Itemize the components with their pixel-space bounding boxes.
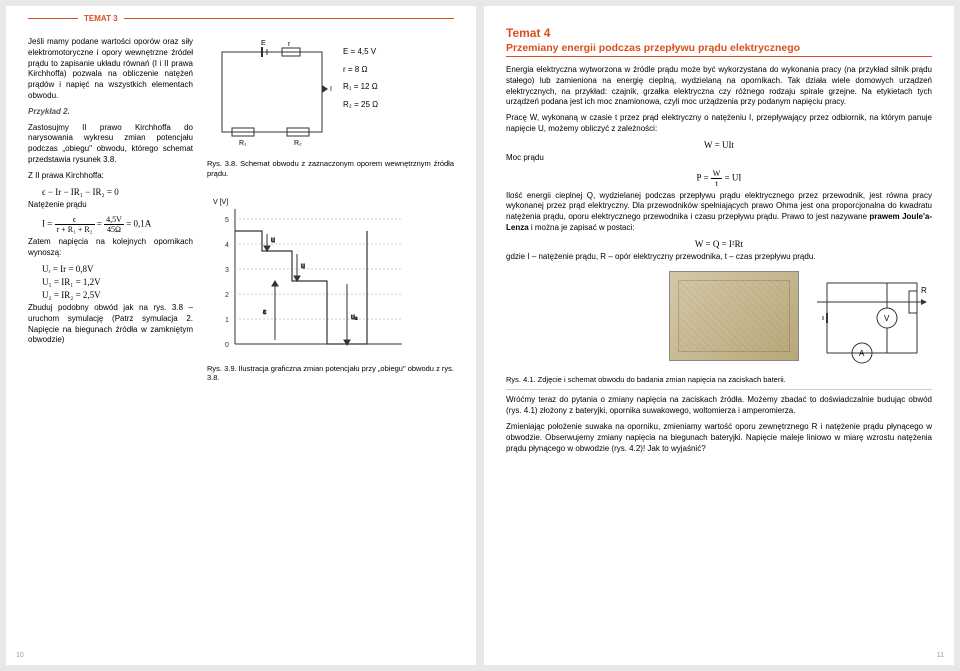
paragraph: Energia elektryczna wytworzona w źródle …: [506, 65, 932, 108]
example-label: Przykład 2.: [28, 107, 193, 118]
potential-chart-icon: V [V] 0 1 2 3 4 5: [207, 194, 407, 359]
figure-caption: Rys. 3.9. Ilustracja graficzna zmian pot…: [207, 364, 454, 384]
paragraph: Ilość energii cieplnej Q, wydzielanej po…: [506, 191, 932, 234]
equation: Uᵣ = Ir = 0,8V: [42, 264, 193, 274]
text-line: Moc prądu: [506, 153, 932, 164]
ytick: 5: [225, 217, 229, 224]
paragraph: gdzie I – natężenie prądu, R – opór elek…: [506, 252, 932, 263]
paragraph: Zbuduj podobny obwód jak na rys. 3.8 – u…: [28, 303, 193, 346]
text-column-left: Jeśli mamy podane wartości oporów oraz s…: [28, 37, 193, 388]
ytick: 4: [225, 242, 229, 249]
divider: [506, 389, 932, 390]
figure-3-8: E r R₁ R₂ I E = 4,5 V r = 8 Ω: [207, 37, 454, 156]
paragraph: Zmieniając położenie suwaka na oporniku,…: [506, 422, 932, 454]
equation: W = UIt: [506, 140, 932, 150]
text-line: Natężenie prądu: [28, 200, 193, 211]
right-page: Temat 4 Przemiany energii podczas przepł…: [484, 6, 954, 665]
value-r: r = 8 Ω: [343, 61, 378, 79]
paragraph: Wróćmy teraz do pytania o zmiany napięci…: [506, 395, 932, 417]
ytick: 2: [225, 292, 229, 299]
page-number: 11: [937, 652, 944, 659]
label-E: E: [261, 40, 266, 47]
equation: W = Q = I²Rt: [506, 239, 932, 249]
equation: U₂ = IR₂ = 2,5V: [42, 290, 193, 300]
label-r: r: [288, 41, 291, 48]
schematic-icon: R V A: [817, 271, 932, 371]
circuit-diagram-icon: E r R₁ R₂ I: [207, 37, 337, 152]
paragraph: Pracę W, wykonaną w czasie t przez prąd …: [506, 113, 932, 135]
circuit-values: E = 4,5 V r = 8 Ω R₁ = 12 Ω R₂ = 25 Ω: [343, 43, 378, 113]
seg-label: u: [271, 237, 275, 244]
value-R2: R₂ = 25 Ω: [343, 96, 378, 114]
text-line: Zatem napięcia na kolejnych opornikach w…: [28, 237, 193, 259]
label-R: R: [921, 286, 927, 295]
left-page: TEMAT 3 Jeśli mamy podane wartości oporó…: [6, 6, 476, 665]
axis-label-y: V [V]: [213, 199, 228, 206]
ytick: 0: [225, 342, 229, 349]
figure-column: E r R₁ R₂ I E = 4,5 V r = 8 Ω: [207, 37, 454, 388]
label-R2: R₂: [294, 140, 302, 147]
two-column-layout: Jeśli mamy podane wartości oporów oraz s…: [28, 37, 454, 388]
page-number: 10: [16, 652, 24, 659]
label-I: I: [330, 86, 332, 93]
header-tag: TEMAT 3: [78, 14, 124, 23]
photo-placeholder: [669, 271, 799, 361]
figure-caption: Rys. 4.1. Zdjęcie i schemat obwodu do ba…: [506, 375, 932, 385]
figure-4-1: R V A: [506, 271, 932, 371]
text-span: i można je zapisać w postaci:: [529, 223, 635, 232]
equation-fraction: I = ϵr + R₁ + R₂ = 4,5V45Ω = 0,1A: [42, 215, 193, 234]
label-A: A: [859, 349, 865, 358]
seg-label: u: [301, 263, 305, 270]
label-R1: R₁: [239, 140, 247, 147]
equation-fraction: P = Wt = UI: [506, 169, 932, 188]
paragraph: Zastosujmy II prawo Kirchhoffa do naryso…: [28, 123, 193, 166]
equation: U₁ = IR₁ = 1,2V: [42, 277, 193, 287]
ytick: 1: [225, 317, 229, 324]
figure-caption: Rys. 3.8. Schemat obwodu z zaznaczonym o…: [207, 159, 454, 179]
topic-subtitle: Przemiany energii podczas przepływu prąd…: [506, 42, 932, 57]
label-V: V: [884, 314, 890, 323]
seg-label: ε: [263, 309, 266, 316]
topic-heading: Temat 4: [506, 26, 932, 40]
equation: ϵ − Ir − IR₁ − IR₂ = 0: [42, 187, 193, 197]
text-line: Z II prawa Kirchhoffa:: [28, 171, 193, 182]
paragraph: Jeśli mamy podane wartości oporów oraz s…: [28, 37, 193, 102]
ytick: 3: [225, 267, 229, 274]
value-E: E = 4,5 V: [343, 43, 378, 61]
value-R1: R₁ = 12 Ω: [343, 78, 378, 96]
seg-label: u₂: [351, 314, 358, 321]
